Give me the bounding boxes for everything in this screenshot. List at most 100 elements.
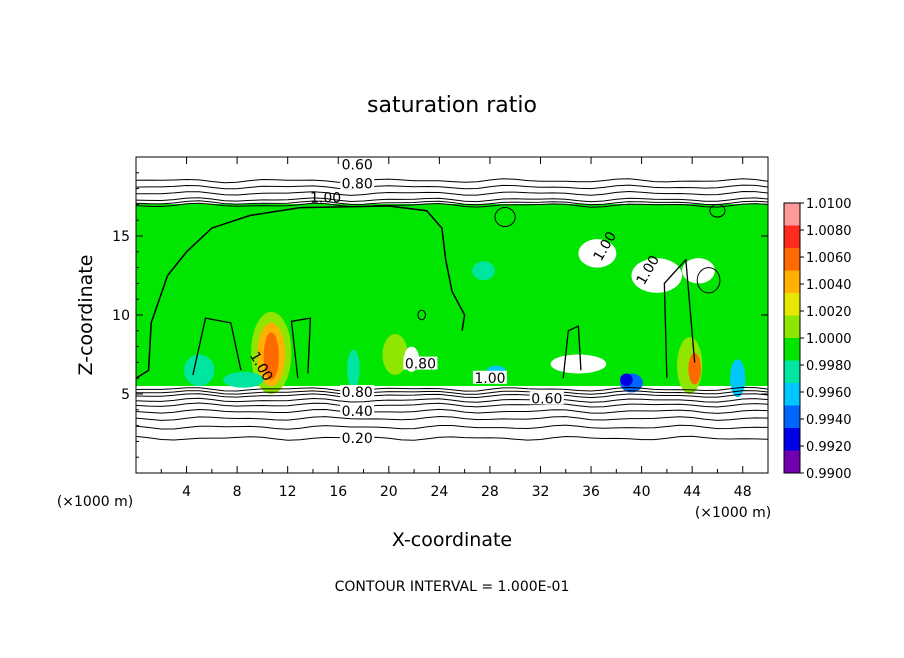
contour-interval-note: CONTOUR INTERVAL = 1.000E-01 [335,579,570,595]
x-tick-label: 44 [683,484,701,500]
field-anomaly [472,261,495,281]
contour-line [136,178,768,184]
contour-label: 1.00 [310,191,341,207]
field-anomaly [620,373,633,387]
contour-line [136,402,768,408]
contour-label-bg [529,391,564,405]
contour-line [136,184,768,190]
x-tick-label: 12 [279,484,297,500]
contour-label-text: 0.80 [405,357,436,373]
colorbar-segment [784,315,800,339]
field-anomaly [382,333,408,376]
contour-line [136,386,768,392]
contour-label-bg [340,176,375,190]
field-anomaly [347,349,360,388]
x-tick-label: 8 [233,484,242,500]
contour-label: 0.60 [340,157,375,173]
colorbar-segment [784,338,800,361]
contour-line [136,390,768,395]
x-tick-label: 32 [532,484,550,500]
contour-line [136,408,768,414]
y-tick-label: 5 [121,387,130,403]
contour-label-bg [472,370,507,384]
field-anomaly [263,332,279,380]
colorbar-label: 1.0060 [806,251,852,266]
contour-line-1.00 [562,325,582,379]
colorbar-segment [784,360,800,384]
contour-line-1.00 [192,317,242,376]
contour-label-text: 0.80 [342,176,373,192]
contour-label-bg [340,385,375,398]
colorbar-segment [784,225,800,249]
field-anomaly [688,352,702,385]
contour-label: 1.00 [472,370,507,387]
contour-label: 0.80 [340,385,375,401]
colorbar-segment [784,203,800,226]
contour-label-bg [340,157,375,171]
contour-ring [696,267,721,294]
colorbar-label: 0.9940 [806,413,852,428]
plot-area [136,157,768,473]
contour-ring [417,309,426,321]
contour-label-text: 1.00 [310,191,341,207]
x-axis: 4 8 12 16 20 24 28 32 36 40 44 48 [160,157,752,500]
contour-label-text: 1.00 [474,371,505,387]
colorbar-label: 0.9960 [806,386,852,401]
x-axis-label: X-coordinate [392,529,512,551]
y-axis-label: Z-coordinate [75,255,97,376]
colorbar-label: 0.9920 [806,440,852,455]
contour-line [136,397,768,403]
colorbar-segment [784,293,800,316]
field-anomaly [184,354,215,387]
contour-label-text: 0.40 [342,404,373,420]
colorbar-label: 1.0100 [806,197,852,212]
contour-label: 0.80 [340,176,375,192]
colorbar-label: 0.9980 [806,359,852,374]
chart-title: saturation ratio [367,93,537,118]
field-anomaly [223,371,264,388]
x-tick-label: 4 [182,484,191,500]
contour-line [136,190,768,196]
field-anomaly [550,354,607,374]
contour-line-1.00 [290,317,312,379]
contour-label-text: 0.80 [342,385,373,401]
contour-label-text: 0.60 [531,391,562,407]
contour-label-bg [340,430,375,444]
contour-label-bg [340,403,375,417]
contour-label: 0.80 [403,356,438,373]
field-anomalies [184,239,746,398]
x-tick-label: 40 [633,484,651,500]
contour-ring [494,207,516,228]
colorbar-label: 1.0040 [806,278,852,293]
colorbar-label: 1.0080 [806,224,852,239]
contour-line [136,197,768,203]
contour-ring [709,203,726,218]
contour-line [136,393,768,399]
x-tick-label: 16 [329,484,347,500]
contour-line [136,424,768,430]
y-tick-label: 15 [112,229,130,245]
contour-line-1.00 [136,205,466,379]
field-moist-layer [136,204,768,386]
colorbar-label: 1.0000 [806,332,852,347]
x-tick-label: 28 [481,484,499,500]
contour-line [136,202,768,208]
x-tick-label: 24 [430,484,448,500]
contour-label-bg [403,356,438,370]
colorbar-segment [784,405,800,429]
colorbar-segment [784,383,800,406]
colorbar-segment [784,270,800,294]
contour-line [136,200,768,206]
contour-label: 0.60 [529,391,564,407]
colorbar-segment [784,450,800,474]
field-anomaly [631,258,683,293]
contour-label-text: 0.20 [342,431,373,447]
colorbar-segment [784,248,800,271]
y-tick-label: 10 [112,308,130,324]
colorbar: 1.0100 1.0080 1.0060 1.0040 1.0020 1.0000 0.99… [783,197,852,482]
colorbar-label: 0.9900 [806,467,852,482]
x-unit-right: (×1000 m) [695,505,771,521]
field-anomaly [578,239,617,268]
